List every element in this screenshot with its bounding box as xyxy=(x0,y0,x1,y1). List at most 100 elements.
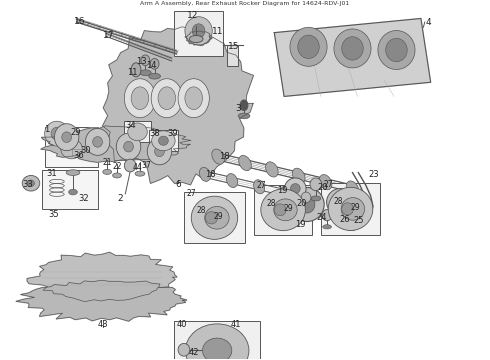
Text: 3: 3 xyxy=(235,104,241,113)
Text: 18: 18 xyxy=(205,170,216,179)
Text: 31: 31 xyxy=(46,169,57,178)
Bar xyxy=(184,192,245,243)
Ellipse shape xyxy=(22,175,40,191)
Ellipse shape xyxy=(298,35,319,59)
Text: 18: 18 xyxy=(219,152,230,161)
Ellipse shape xyxy=(93,136,102,147)
Ellipse shape xyxy=(141,55,150,66)
Ellipse shape xyxy=(327,189,354,216)
Bar xyxy=(254,185,313,235)
Text: 30: 30 xyxy=(80,146,91,155)
Ellipse shape xyxy=(205,212,218,224)
Bar xyxy=(45,127,98,167)
Text: 38: 38 xyxy=(150,129,160,138)
Ellipse shape xyxy=(328,187,373,230)
Bar xyxy=(227,45,238,66)
Polygon shape xyxy=(274,18,431,96)
Ellipse shape xyxy=(155,146,164,157)
Text: 43: 43 xyxy=(98,320,109,329)
Text: 27: 27 xyxy=(256,181,266,190)
Ellipse shape xyxy=(62,132,72,143)
Text: 24: 24 xyxy=(317,213,327,222)
Ellipse shape xyxy=(299,196,315,213)
Text: 2: 2 xyxy=(117,194,122,203)
Ellipse shape xyxy=(27,180,34,186)
Ellipse shape xyxy=(140,70,151,76)
Ellipse shape xyxy=(310,178,322,191)
Ellipse shape xyxy=(285,178,306,199)
Text: 25: 25 xyxy=(353,216,364,225)
Polygon shape xyxy=(185,31,212,46)
Ellipse shape xyxy=(226,174,238,188)
Ellipse shape xyxy=(185,324,249,360)
Ellipse shape xyxy=(239,156,251,171)
Text: 28: 28 xyxy=(266,199,275,208)
Text: 12: 12 xyxy=(187,11,198,20)
Ellipse shape xyxy=(308,192,319,206)
Ellipse shape xyxy=(152,131,175,150)
Text: 29: 29 xyxy=(350,203,360,212)
Ellipse shape xyxy=(334,29,371,68)
Text: 27: 27 xyxy=(324,180,333,189)
Bar xyxy=(42,170,98,209)
Text: 37: 37 xyxy=(142,161,151,170)
Ellipse shape xyxy=(274,204,286,216)
Text: 27: 27 xyxy=(186,189,196,198)
Text: 35: 35 xyxy=(49,210,59,219)
Ellipse shape xyxy=(212,149,224,164)
Text: 44: 44 xyxy=(133,163,143,172)
Ellipse shape xyxy=(69,189,77,195)
Ellipse shape xyxy=(185,17,212,45)
Ellipse shape xyxy=(147,138,172,165)
Text: 1: 1 xyxy=(44,126,49,135)
Text: 32: 32 xyxy=(78,194,89,203)
Ellipse shape xyxy=(290,27,327,66)
Ellipse shape xyxy=(347,226,356,231)
Ellipse shape xyxy=(319,175,332,190)
Ellipse shape xyxy=(51,127,63,140)
Polygon shape xyxy=(16,280,187,321)
Ellipse shape xyxy=(346,181,359,196)
Ellipse shape xyxy=(341,198,365,220)
Ellipse shape xyxy=(291,184,300,194)
Text: 39: 39 xyxy=(167,129,177,138)
Ellipse shape xyxy=(158,87,175,109)
Ellipse shape xyxy=(116,133,141,160)
Text: 20: 20 xyxy=(318,183,328,192)
Ellipse shape xyxy=(150,59,159,69)
Ellipse shape xyxy=(185,87,202,109)
Text: 19: 19 xyxy=(277,186,288,195)
Ellipse shape xyxy=(323,225,331,229)
Ellipse shape xyxy=(342,203,353,215)
Ellipse shape xyxy=(159,136,168,145)
Bar xyxy=(174,321,260,360)
Ellipse shape xyxy=(128,123,147,141)
Text: 4: 4 xyxy=(426,18,431,27)
Text: 41: 41 xyxy=(230,320,241,329)
Text: 33: 33 xyxy=(23,180,33,189)
Text: 26: 26 xyxy=(339,215,350,224)
Ellipse shape xyxy=(189,36,203,42)
Text: 22: 22 xyxy=(112,162,122,171)
Ellipse shape xyxy=(274,199,297,221)
Ellipse shape xyxy=(342,37,363,60)
Ellipse shape xyxy=(45,121,69,146)
Ellipse shape xyxy=(103,170,112,174)
Ellipse shape xyxy=(334,195,346,208)
Ellipse shape xyxy=(178,343,190,356)
Text: 21: 21 xyxy=(102,158,112,167)
Ellipse shape xyxy=(113,173,122,178)
Bar xyxy=(174,12,223,56)
Ellipse shape xyxy=(281,186,292,200)
Ellipse shape xyxy=(85,129,110,156)
Ellipse shape xyxy=(266,162,278,177)
Ellipse shape xyxy=(205,207,229,229)
Ellipse shape xyxy=(131,87,149,109)
Text: 28: 28 xyxy=(333,197,343,206)
Text: 17: 17 xyxy=(103,31,115,40)
Text: Arm A Assembly, Rear Exhaust Rocker Diagram for 14624-RDV-J01: Arm A Assembly, Rear Exhaust Rocker Diag… xyxy=(140,1,350,6)
Text: 11: 11 xyxy=(127,68,137,77)
Ellipse shape xyxy=(54,124,79,150)
Ellipse shape xyxy=(192,24,205,38)
Text: 42: 42 xyxy=(189,348,199,357)
